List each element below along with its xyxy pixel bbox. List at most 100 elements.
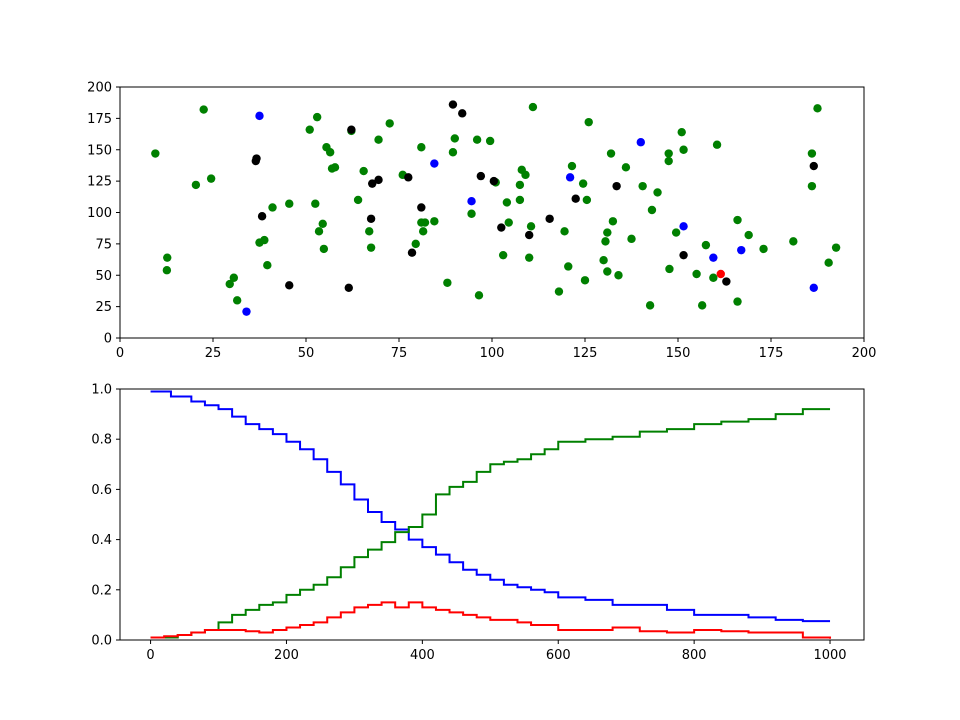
scatter-point-s0-12 (268, 203, 277, 212)
scatter-point-s0-15 (311, 199, 320, 208)
scatter-point-s1-8 (374, 175, 383, 185)
scatter-point-s2-7 (709, 253, 718, 262)
scatter-point-s0-32 (411, 239, 420, 249)
scatter-point-s0-29 (374, 135, 383, 144)
scatter-point-s0-63 (584, 117, 593, 127)
y-tick-label-1: 0.2 (91, 583, 112, 598)
scatter-point-s0-74 (645, 301, 655, 310)
scatter-point-s1-19 (571, 194, 580, 203)
y-tick-label-0: 0.0 (91, 634, 112, 649)
scatter-point-s2-8 (737, 245, 746, 255)
y-tick-label-4: 100 (87, 206, 112, 221)
scatter-point-s0-86 (709, 273, 718, 282)
line-series-2 (150, 601, 832, 639)
x-tick-label-6: 150 (666, 346, 691, 361)
y-tick-label-5: 125 (87, 175, 112, 190)
scatter-point-s0-48 (504, 218, 513, 227)
scatter-point-s0-71 (621, 163, 631, 172)
scatter-point-s0-16 (312, 112, 322, 122)
scatter-point-s0-44 (485, 136, 495, 146)
y-tick-label-3: 75 (95, 237, 112, 252)
scatter-point-s0-58 (564, 262, 573, 271)
scatter-point-s0-19 (319, 244, 329, 254)
scatter-point-s0-41 (467, 209, 476, 218)
scatter-point-s2-1 (255, 111, 264, 121)
scatter-point-s0-33 (417, 143, 426, 152)
scatter-point-s0-88 (733, 215, 742, 225)
scatter-point-s0-66 (603, 228, 612, 237)
scatter-point-s0-97 (831, 243, 841, 252)
scatter-point-s0-17 (314, 227, 324, 236)
x-tick-label-2: 50 (298, 346, 315, 361)
scatter-point-s0-54 (526, 222, 536, 231)
scatter-point-s0-64 (599, 255, 608, 265)
y-tick-label-3: 0.6 (91, 483, 112, 498)
scatter-point-s0-85 (701, 240, 711, 250)
scatter-point-s2-6 (679, 222, 688, 231)
scatter-point-s0-38 (443, 278, 452, 287)
scatter-point-s0-4 (199, 105, 208, 114)
scatter-point-s2-4 (565, 173, 575, 182)
scatter-point-s2-9 (809, 283, 818, 292)
scatter-point-s0-8 (232, 296, 242, 305)
scatter-point-s0-57 (560, 227, 569, 236)
scatter-point-s0-14 (305, 125, 314, 134)
scatter-point-s0-78 (664, 149, 673, 158)
x-tick-label-4: 800 (682, 648, 707, 663)
scatter-point-s0-93 (807, 149, 817, 158)
scatter-point-s1-5 (347, 125, 356, 134)
scatter-point-s0-1 (163, 253, 172, 262)
x-tick-label-1: 200 (274, 648, 299, 663)
x-tick-label-3: 600 (546, 648, 571, 663)
scatter-point-s0-80 (671, 228, 681, 237)
scatter-point-s0-89 (733, 297, 742, 306)
x-tick-label-3: 75 (391, 346, 408, 361)
scatter-point-s0-49 (515, 195, 525, 205)
x-tick-label-1: 25 (205, 346, 222, 361)
scatter-point-s1-12 (448, 100, 458, 109)
scatter-point-s0-26 (359, 166, 368, 176)
scatter-point-s0-30 (385, 119, 394, 128)
x-tick-label-0: 0 (146, 648, 154, 663)
scatter-point-s0-83 (692, 269, 701, 279)
scatter-point-s0-27 (365, 227, 374, 236)
scatter-point-s0-79 (665, 264, 674, 274)
scatter-point-s0-52 (521, 170, 530, 180)
scatter-point-s0-87 (712, 140, 722, 149)
scatter-point-s0-0 (151, 149, 160, 158)
scatter-point-s0-62 (582, 195, 592, 205)
scatter-point-s0-91 (759, 244, 768, 254)
scatter-point-s1-3 (285, 281, 294, 290)
scatter-point-s0-10 (260, 235, 269, 245)
scatter-point-s0-96 (824, 258, 833, 267)
scatter-point-s0-28 (366, 243, 376, 252)
scatter-point-s1-7 (368, 179, 377, 188)
scatter-point-s0-23 (330, 163, 340, 172)
scatter-point-s1-15 (489, 176, 499, 186)
scatter-point-s0-46 (498, 250, 508, 260)
y-tick-label-1: 25 (95, 300, 112, 315)
scatter-point-s0-39 (448, 148, 458, 157)
scatter-point-s0-55 (528, 102, 538, 112)
scatter-point-s0-77 (664, 156, 673, 166)
y-tick-label-2: 0.4 (91, 533, 112, 548)
scatter-point-s1-21 (679, 250, 688, 260)
scatter-point-s1-10 (407, 248, 417, 257)
scatter-point-s0-75 (647, 205, 657, 215)
line-series-1 (150, 408, 831, 639)
scatter-point-s0-7 (229, 273, 239, 282)
scatter-point-s1-14 (476, 171, 486, 181)
scatter-point-s2-0 (242, 307, 251, 316)
scatter-point-s0-82 (679, 145, 688, 154)
scatter-point-s0-76 (653, 188, 662, 197)
scatter-point-s0-3 (191, 180, 201, 190)
y-tick-label-2: 50 (95, 269, 112, 284)
y-tick-label-7: 175 (87, 112, 112, 127)
x-tick-label-7: 175 (759, 346, 784, 361)
scatter-point-s0-84 (697, 301, 707, 310)
scatter-point-s0-68 (606, 149, 616, 158)
scatter-point-s0-11 (263, 261, 272, 270)
scatter-point-s1-2 (257, 212, 267, 221)
scatter-point-s0-40 (450, 134, 459, 143)
